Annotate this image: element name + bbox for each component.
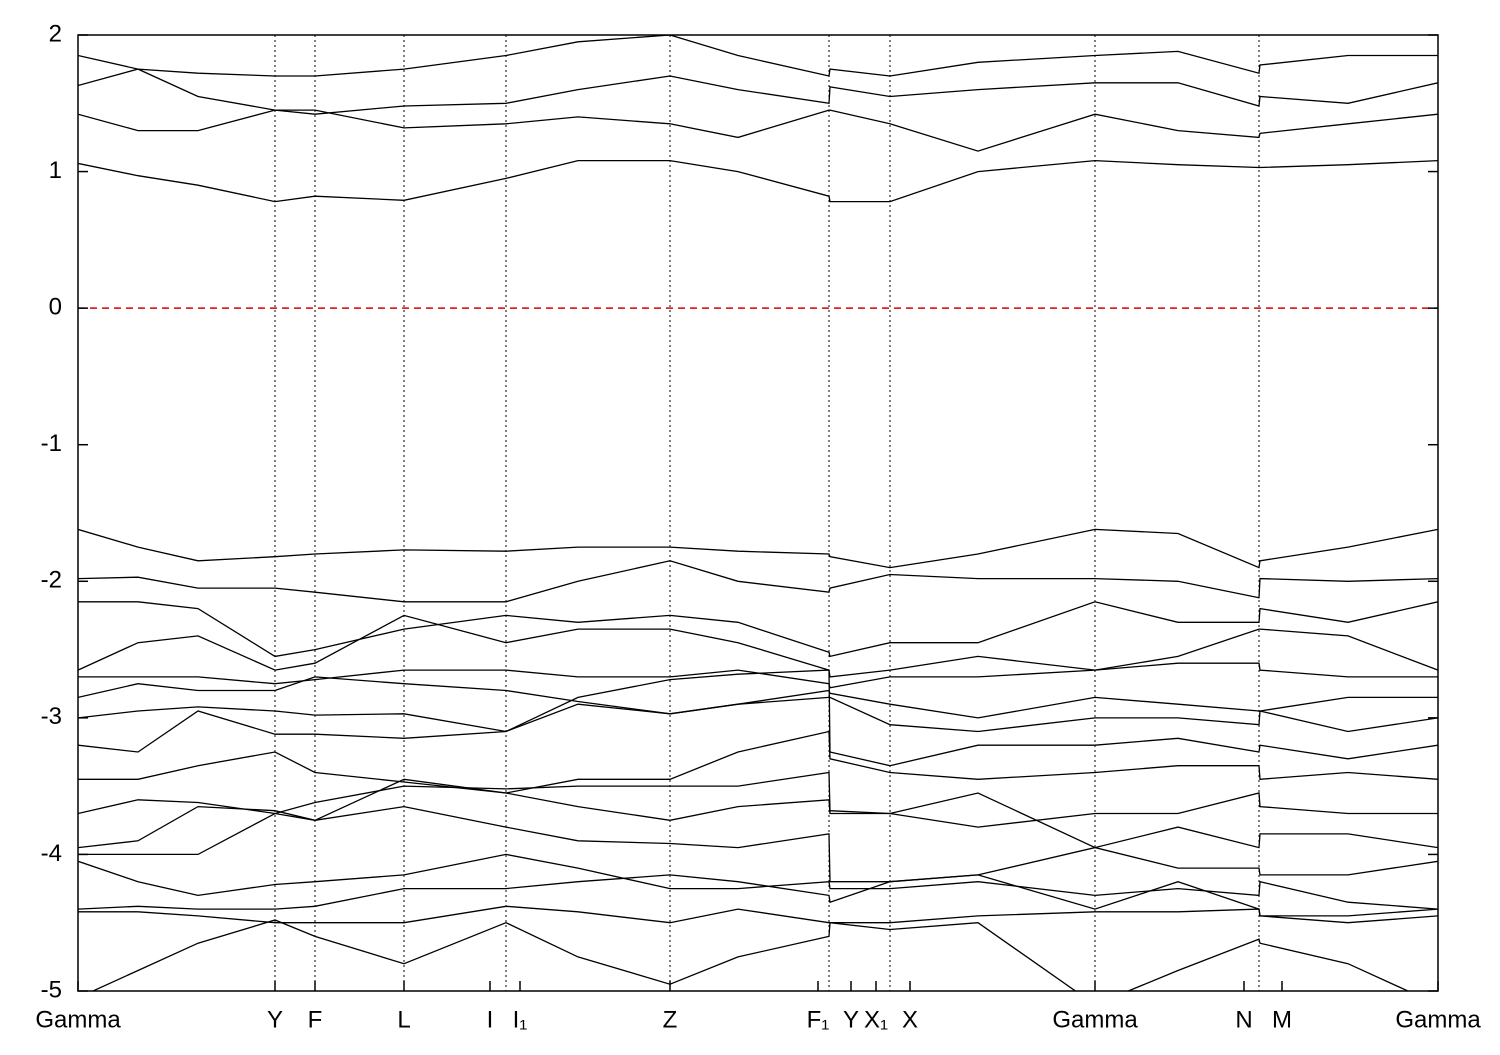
- band: [78, 730, 1438, 794]
- band: [78, 35, 1438, 77]
- band: [78, 528, 1438, 569]
- x-tick-label: X₁: [864, 1006, 888, 1033]
- y-tick-label: 0: [49, 293, 62, 320]
- y-tick-label: -3: [41, 703, 62, 730]
- band: [78, 614, 1438, 678]
- y-tick-label: 1: [49, 157, 62, 184]
- band: [78, 778, 1438, 849]
- y-tick-label: -2: [41, 567, 62, 594]
- y-tick-label: 2: [49, 20, 62, 47]
- x-tick-label: Gamma: [1052, 1006, 1138, 1033]
- band: [78, 68, 1438, 115]
- band: [78, 676, 1438, 719]
- band: [78, 771, 1438, 828]
- x-tick-label: F: [308, 1006, 323, 1033]
- band: [78, 662, 1438, 689]
- band: [78, 601, 1438, 658]
- y-tick-label: -5: [41, 976, 62, 1003]
- band: [91, 919, 1410, 991]
- x-tick-label: Z: [663, 1006, 678, 1033]
- y-tick-label: -4: [41, 840, 62, 867]
- band: [78, 669, 1438, 767]
- x-tick-label: M: [1272, 1006, 1292, 1033]
- band: [78, 109, 1438, 152]
- x-tick-label: F₁: [807, 1006, 830, 1033]
- band: [78, 853, 1438, 910]
- x-tick-label: I: [487, 1006, 494, 1033]
- plot-frame: [77, 34, 1439, 992]
- band: [78, 159, 1438, 203]
- x-tick-label: N: [1235, 1006, 1252, 1033]
- x-tick-label: Y: [843, 1006, 859, 1033]
- x-tick-label: Gamma: [35, 1006, 121, 1033]
- band: [78, 560, 1438, 603]
- x-tick-label: Y: [267, 1006, 283, 1033]
- plot-area: [78, 35, 1438, 991]
- band: [78, 874, 1438, 917]
- x-tick-label: X: [902, 1006, 918, 1033]
- band: [78, 805, 1438, 883]
- x-tick-label: L: [397, 1006, 410, 1033]
- y-tick-label: -1: [41, 430, 62, 457]
- x-tick-label: I₁: [513, 1006, 528, 1033]
- band: [78, 696, 1438, 733]
- x-tick-label: Gamma: [1395, 1006, 1481, 1033]
